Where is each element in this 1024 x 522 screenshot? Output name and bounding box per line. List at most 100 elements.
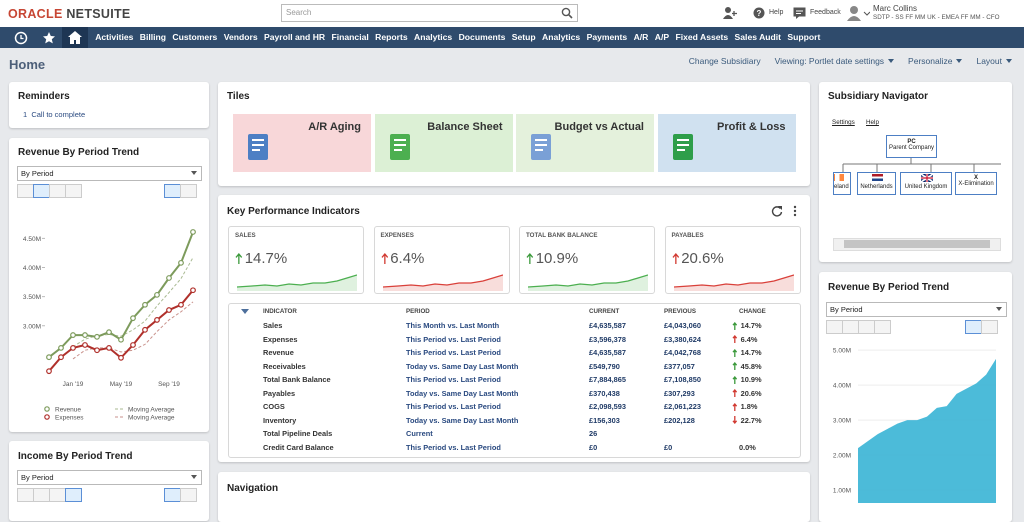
search-box[interactable]: Search xyxy=(281,4,578,22)
tile-label: Budget vs Actual xyxy=(554,121,644,133)
portlet-title: Revenue By Period Trend xyxy=(828,282,950,293)
table-cell: £370,438 xyxy=(589,389,620,398)
nav-item[interactable]: Billing xyxy=(139,32,167,42)
nav-item[interactable]: A/R xyxy=(633,32,649,42)
page-action[interactable]: Personalize xyxy=(908,56,963,66)
nav-item[interactable]: Sales Audit xyxy=(734,32,782,42)
org-name: X-Elimination xyxy=(958,181,994,187)
user-name[interactable]: Marc Collins xyxy=(873,4,918,13)
table-cell[interactable]: Today vs. Same Day Last Month xyxy=(406,416,518,425)
org-node[interactable]: Netherlands xyxy=(857,172,896,195)
help-link[interactable]: Help xyxy=(769,9,784,16)
nav-item[interactable]: A/P xyxy=(654,32,670,42)
kpi-card[interactable]: SALES 14.7% xyxy=(228,226,364,294)
more-icon[interactable] xyxy=(792,205,798,217)
column-header: PERIOD xyxy=(406,308,430,315)
org-name: United Kingdom xyxy=(904,184,948,190)
chart-type-toolbar[interactable] xyxy=(17,184,82,198)
collapse-icon[interactable] xyxy=(241,309,249,315)
portlet-title: Revenue By Period Trend xyxy=(18,147,140,158)
table-cell[interactable]: This Period vs. Last Period xyxy=(406,348,501,357)
nav-item[interactable]: Analytics xyxy=(542,32,581,42)
chart-style-toolbar[interactable] xyxy=(164,488,197,502)
column-header: INDICATOR xyxy=(263,308,297,315)
period-select[interactable]: By Period xyxy=(17,470,202,485)
table-cell: £7,884,865 xyxy=(589,375,626,384)
table-cell: 14.7% xyxy=(732,321,762,330)
table-cell: Revenue xyxy=(263,348,294,357)
help-icon[interactable]: ? xyxy=(753,7,765,19)
nav-item[interactable]: Setup xyxy=(511,32,536,42)
feedback-link[interactable]: Feedback xyxy=(810,9,841,16)
reminder-item[interactable]: 1 Call to complete xyxy=(23,110,85,119)
org-node[interactable]: United Kingdom xyxy=(900,172,952,195)
table-cell[interactable]: This Period vs. Last Period xyxy=(406,443,501,452)
revenue-trend-portlet: Revenue By Period Trend By Period xyxy=(819,272,1012,522)
page-action[interactable]: Layout xyxy=(976,56,1012,66)
table-cell[interactable]: This Period vs. Last Period xyxy=(406,375,501,384)
favorites-icon[interactable] xyxy=(42,31,56,45)
org-node[interactable]: eland xyxy=(833,172,851,195)
kpi-card[interactable]: PAYABLES 20.6% xyxy=(664,226,801,294)
cell-text: This Period vs. Last Period xyxy=(406,442,501,452)
chart-style-toolbar[interactable] xyxy=(965,320,998,334)
page-action[interactable]: Viewing: Portlet date settings xyxy=(775,56,895,66)
period-select[interactable]: By Period xyxy=(826,302,1007,317)
kpi-card[interactable]: EXPENSES 6.4% xyxy=(373,226,510,294)
help-link[interactable]: Help xyxy=(866,119,879,126)
tile[interactable]: Budget vs Actual xyxy=(516,114,654,172)
table-cell: £307,293 xyxy=(664,389,695,398)
table-cell[interactable]: Today vs. Same Day Last Month xyxy=(406,389,518,398)
nav-item[interactable]: Payroll and HR xyxy=(263,32,326,42)
nav-item[interactable]: Customers xyxy=(172,32,218,42)
home-tab[interactable] xyxy=(62,27,88,48)
org-node[interactable]: PC Parent Company xyxy=(886,135,937,158)
feedback-icon[interactable] xyxy=(793,7,806,19)
org-node[interactable]: X X-Elimination xyxy=(955,172,997,195)
refresh-icon[interactable] xyxy=(771,205,783,217)
table-cell[interactable]: Current xyxy=(406,429,433,438)
cell-text: 22.7% xyxy=(740,415,762,425)
logo[interactable]: ORACLE NETSUITE xyxy=(8,7,131,21)
cell-text: This Period vs. Last Period xyxy=(406,375,501,384)
chart-type-toolbar[interactable] xyxy=(826,320,891,334)
flag xyxy=(921,174,933,182)
table-cell[interactable]: Today vs. Same Day Last Month xyxy=(406,362,518,371)
nav-item[interactable]: Support xyxy=(787,32,821,42)
page-action[interactable]: Change Subsidiary xyxy=(688,56,761,66)
table-cell[interactable]: This Month vs. Last Month xyxy=(406,321,499,330)
nav-item[interactable]: Vendors xyxy=(223,32,258,42)
tile[interactable]: A/R Aging xyxy=(233,114,371,172)
tile[interactable]: Profit & Loss xyxy=(657,114,796,172)
nav-item[interactable]: Reports xyxy=(375,32,408,42)
table-cell: COGS xyxy=(263,402,285,411)
nav-item[interactable]: Fixed Assets xyxy=(675,32,729,42)
cell-text: £2,098,593 xyxy=(589,402,626,411)
cell-text: £0 xyxy=(589,442,598,452)
kpi-card[interactable]: TOTAL BANK BALANCE 10.9% xyxy=(519,226,655,294)
table-cell[interactable]: This Period vs. Last Period xyxy=(406,335,501,344)
scrollbar[interactable] xyxy=(833,238,1001,251)
table-cell: 22.7% xyxy=(732,416,762,425)
chart-type-toolbar[interactable] xyxy=(17,488,82,502)
cell-text: £0 xyxy=(664,442,673,452)
table-cell[interactable]: This Period vs. Last Period xyxy=(406,402,501,411)
nav-item[interactable]: Payments xyxy=(586,32,628,42)
add-contact-icon[interactable] xyxy=(722,6,738,20)
cell-text: £7,108,850 xyxy=(664,375,701,384)
chart-style-toolbar[interactable] xyxy=(164,184,197,198)
income-trend-portlet: Income By Period Trend By Period xyxy=(9,441,209,521)
nav-item[interactable]: Analytics xyxy=(413,32,453,42)
trend-arrow xyxy=(526,253,534,264)
user-avatar[interactable] xyxy=(846,5,870,21)
home-icon xyxy=(68,31,82,44)
nav-item[interactable]: Documents xyxy=(458,32,506,42)
nav-item[interactable]: Activities xyxy=(95,32,134,42)
period-select[interactable]: By Period xyxy=(17,166,202,181)
trend-arrow xyxy=(732,362,738,370)
scrollbar-thumb[interactable] xyxy=(844,240,990,248)
settings-link[interactable]: Settings xyxy=(832,119,855,126)
nav-item[interactable]: Financial xyxy=(331,32,369,42)
recent-icon[interactable] xyxy=(14,31,28,45)
tile[interactable]: Balance Sheet xyxy=(374,114,513,172)
